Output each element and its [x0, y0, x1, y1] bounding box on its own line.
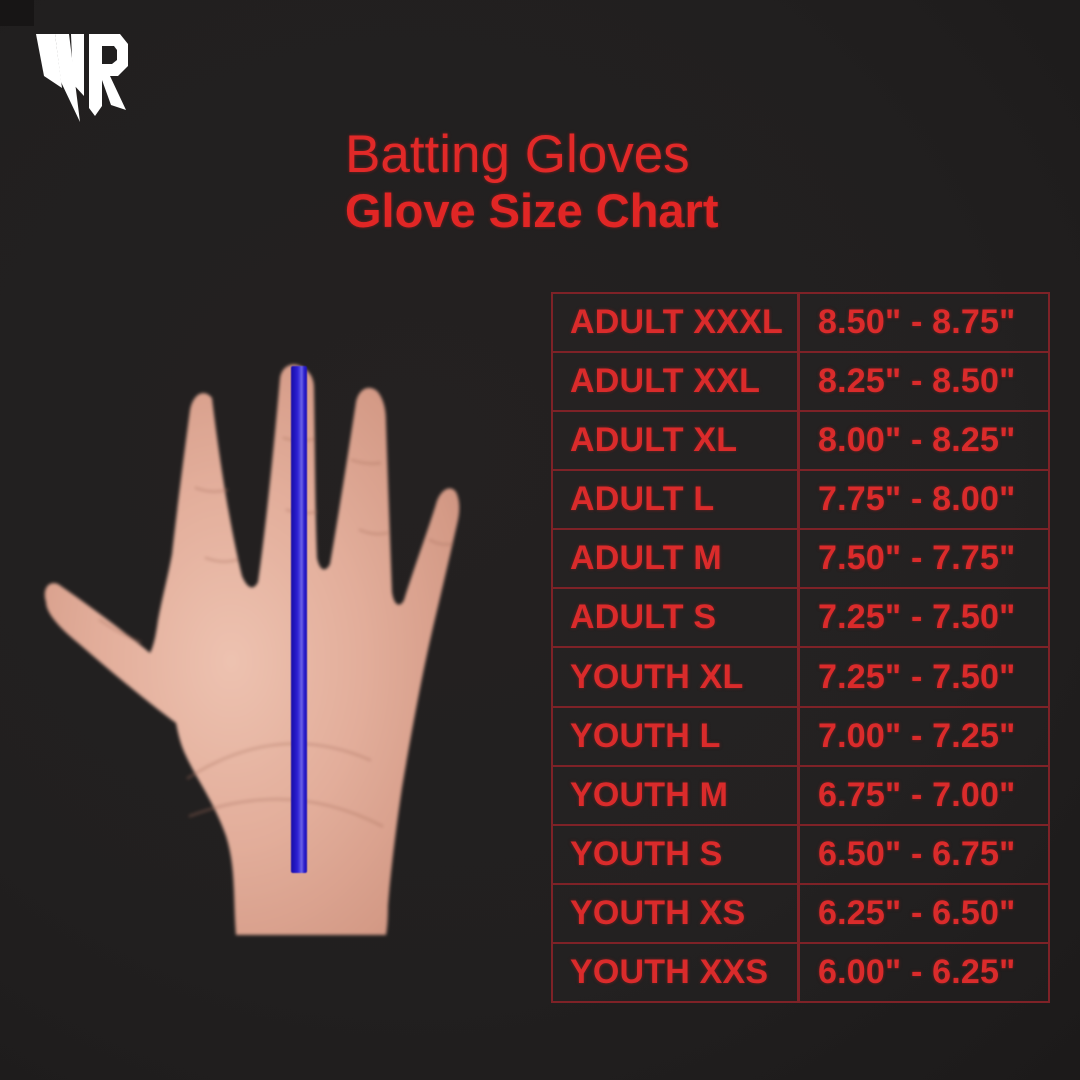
size-range: 7.25" - 7.50" — [818, 598, 1016, 637]
size-range: 7.50" - 7.75" — [818, 539, 1016, 578]
table-row: YOUTH S 6.50" - 6.75" — [553, 823, 1048, 883]
size-range: 6.00" - 6.25" — [818, 952, 1016, 991]
table-row: ADULT M 7.50" - 7.75" — [553, 528, 1048, 588]
size-label: YOUTH L — [553, 707, 800, 765]
size-label: YOUTH M — [553, 766, 800, 824]
size-label: ADULT XXXL — [553, 294, 800, 352]
size-range: 7.00" - 7.25" — [818, 716, 1016, 755]
size-label: YOUTH XL — [553, 648, 800, 706]
table-row: YOUTH L 7.00" - 7.25" — [553, 705, 1048, 765]
size-label: ADULT XXL — [553, 353, 800, 411]
table-row: ADULT XL 8.00" - 8.25" — [553, 410, 1048, 470]
title-block: Batting Gloves Glove Size Chart — [345, 125, 865, 238]
size-range: 7.25" - 7.50" — [818, 657, 1016, 696]
size-range: 8.00" - 8.25" — [818, 421, 1016, 460]
table-row: ADULT S 7.25" - 7.50" — [553, 587, 1048, 647]
measure-line — [291, 366, 307, 873]
size-range: 7.75" - 8.00" — [818, 480, 1016, 519]
size-label: ADULT S — [553, 589, 800, 647]
size-label: YOUTH XS — [553, 884, 800, 942]
size-range: 8.50" - 8.75" — [818, 303, 1016, 342]
size-label: ADULT M — [553, 530, 800, 588]
size-label: ADULT L — [553, 471, 800, 529]
size-label: YOUTH S — [553, 825, 800, 883]
table-row: ADULT XXL 8.25" - 8.50" — [553, 351, 1048, 411]
size-label: YOUTH XXS — [553, 943, 800, 1001]
corner-shade — [0, 0, 34, 26]
page-title: Batting Gloves — [345, 125, 690, 184]
table-row: ADULT XXXL 8.50" - 8.75" — [553, 294, 1048, 352]
size-range: 8.25" - 8.50" — [818, 362, 1016, 401]
glove-size-table: ADULT XXXL 8.50" - 8.75" ADULT XXL 8.25"… — [551, 292, 1050, 1003]
table-row: YOUTH XXS 6.00" - 6.25" — [553, 941, 1048, 1001]
table-row: YOUTH M 6.75" - 7.00" — [553, 764, 1048, 824]
table-row: ADULT L 7.75" - 8.00" — [553, 469, 1048, 529]
wr-logo-icon — [36, 34, 128, 122]
page-subtitle: Glove Size Chart — [345, 184, 719, 238]
size-range: 6.75" - 7.00" — [818, 775, 1016, 814]
table-row: YOUTH XL 7.25" - 7.50" — [553, 646, 1048, 706]
size-range: 6.25" - 6.50" — [818, 893, 1016, 932]
size-range: 6.50" - 6.75" — [818, 834, 1016, 873]
table-row: YOUTH XS 6.25" - 6.50" — [553, 882, 1048, 942]
size-label: ADULT XL — [553, 412, 800, 470]
hand-photo — [44, 364, 460, 935]
